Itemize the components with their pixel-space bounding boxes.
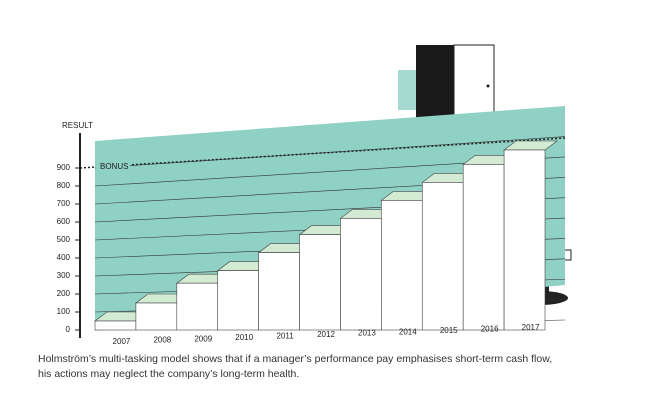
y-axis-label: RESULT (62, 121, 93, 130)
bonus-label-bg (96, 162, 130, 172)
caption-line: Holmström’s multi-tasking model shows th… (38, 353, 553, 365)
bar (462, 164, 505, 331)
bar (340, 218, 382, 331)
door-illustration (398, 44, 495, 124)
bonus-line (79, 137, 566, 169)
x-tick-label: 2009 (194, 334, 212, 343)
x-tick-label: 2008 (153, 336, 171, 345)
bar (503, 149, 546, 331)
y-tick-label: 800 (57, 181, 71, 190)
chart: RESULT 0 100 200 300 400 500 600 700 800 900 BONUS… (57, 44, 572, 346)
x-tick-label: 2017 (522, 323, 540, 332)
bar (217, 270, 259, 331)
x-tick-label: 2010 (235, 333, 253, 342)
bar (135, 302, 178, 331)
x-tick-label: 2016 (481, 325, 499, 334)
y-tick-label: 200 (57, 289, 71, 298)
bar (299, 234, 341, 331)
bar (258, 252, 300, 331)
y-tick-label: 100 (57, 307, 71, 316)
x-tick-label: 2013 (358, 329, 376, 338)
bar (421, 182, 464, 331)
y-tick-label: 600 (57, 217, 71, 226)
caption-line: his actions may neglect the company’s lo… (38, 368, 300, 380)
y-tick-label: 300 (57, 271, 71, 280)
y-tick-label: 700 (57, 199, 71, 208)
x-tick-label: 2015 (440, 326, 458, 335)
x-tick-label: 2012 (317, 330, 335, 339)
bonus-label: BONUS (100, 162, 128, 171)
y-tick-label: 900 (57, 163, 71, 172)
x-tick-label: 2007 (113, 337, 131, 346)
y-tick-label: 400 (57, 253, 71, 262)
x-tick-label: 2014 (399, 327, 417, 336)
bar (381, 200, 423, 331)
y-tick-label: 500 (57, 235, 71, 244)
bar (176, 282, 219, 331)
caption: Holmström’s multi-tasking model shows th… (38, 352, 638, 382)
y-tick-label: 0 (66, 325, 71, 334)
x-tick-label: 2011 (276, 332, 294, 341)
bar (94, 320, 137, 331)
